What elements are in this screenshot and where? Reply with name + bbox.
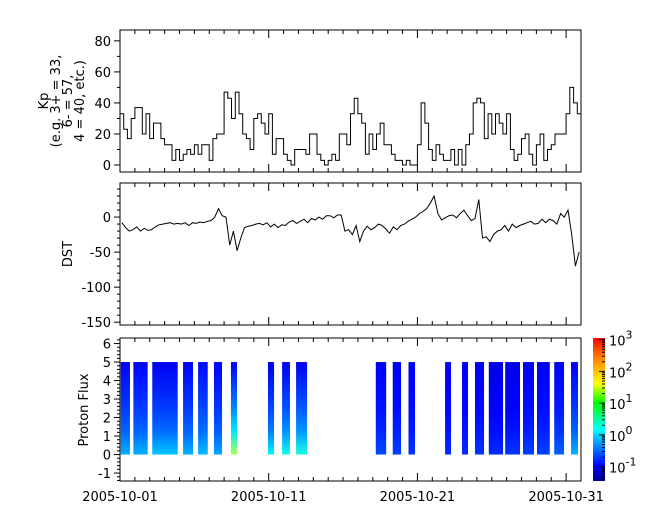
- colorbar: 103 102 101 100 10-1: [593, 329, 637, 481]
- proton-flux-bar: [462, 362, 468, 455]
- proton-flux-bar: [375, 362, 387, 455]
- colorbar-tick-label: 101: [609, 392, 633, 413]
- kp-ylabel-line-1: Kp: [37, 93, 52, 110]
- colorbar-gradient: [593, 338, 605, 481]
- y-tick-label: -100: [81, 281, 111, 296]
- y-tick-label: -1: [98, 467, 111, 482]
- proton-flux-bar: [152, 362, 178, 455]
- proton-flux-bar: [536, 362, 550, 455]
- proton-flux-panel: -1 0 1 2 3 4 5 6 2005-10-01 2005-10-11 2005-10-21 2…: [82, 337, 604, 505]
- y-tick-label: 3: [103, 393, 111, 408]
- y-tick-label: 80: [94, 35, 111, 50]
- y-tick-label: 5: [103, 356, 111, 371]
- proton-flux-bar: [213, 362, 223, 455]
- x-tick-label: 2005-10-31: [528, 490, 604, 505]
- y-tick-label: 0: [103, 211, 111, 226]
- proton-flux-bar: [230, 362, 238, 455]
- proton-flux-bar: [120, 362, 130, 455]
- proton-flux-bar: [571, 362, 579, 455]
- y-tick-label: 0: [103, 449, 111, 464]
- colorbar-tick-label: 102: [609, 360, 633, 381]
- kp-ylabel-line-2: (e.g. 3+ = 33,: [49, 55, 64, 148]
- colorbar-tick-label: 10-1: [609, 456, 637, 477]
- plot-frame: [119, 182, 582, 326]
- proton-flux-bar: [133, 362, 148, 455]
- y-tick-label: 20: [94, 128, 111, 143]
- colorbar-tick-label: 103: [609, 329, 633, 350]
- kp-series-line: [120, 86, 581, 166]
- plot-frame: [119, 29, 582, 173]
- y-tick-label: 4: [103, 375, 111, 390]
- kp-panel: 0 20 40 60 80: [94, 29, 582, 174]
- proton-flux-bar: [488, 362, 504, 455]
- proton-flux-bar: [282, 362, 290, 455]
- proton-flux-bar: [408, 362, 416, 455]
- proton-flux-bar: [445, 362, 452, 455]
- proton-flux-bar: [523, 362, 535, 455]
- proton-flux-bar: [296, 362, 308, 455]
- y-tick-label: -50: [90, 246, 111, 261]
- proton-flux-bar: [474, 362, 485, 455]
- x-tick-label: 2005-10-01: [82, 490, 158, 505]
- proton-flux-bar: [198, 362, 208, 455]
- dst-series-line: [121, 194, 580, 267]
- dst-panel: 0 -50 -100 -150: [81, 182, 582, 331]
- plot-frame: [119, 337, 582, 482]
- x-tick-label: 2005-10-21: [380, 490, 456, 505]
- y-tick-label: 60: [94, 66, 111, 81]
- y-tick-label: -150: [81, 316, 111, 331]
- kp-ylabel-line-3: 6- = 57,: [61, 75, 76, 128]
- y-tick-label: 40: [94, 97, 111, 112]
- proton-flux-bar: [505, 362, 521, 455]
- y-tick-label: 6: [103, 338, 111, 353]
- x-tick-label: 2005-10-11: [231, 490, 307, 505]
- proton-flux-bar: [267, 362, 275, 455]
- colorbar-tick-label: 100: [609, 424, 633, 445]
- proton-flux-ylabel: Proton Flux: [77, 373, 92, 446]
- y-tick-label: 1: [103, 430, 111, 445]
- y-tick-label: 2: [103, 412, 111, 427]
- proton-flux-bar: [554, 362, 565, 455]
- proton-flux-bar: [392, 362, 402, 455]
- y-tick-label: 0: [103, 159, 111, 174]
- proton-flux-bar: [183, 362, 194, 455]
- kp-ylabel-line-4: 4 = 40, etc.): [73, 60, 88, 142]
- dst-ylabel: DST: [61, 241, 76, 267]
